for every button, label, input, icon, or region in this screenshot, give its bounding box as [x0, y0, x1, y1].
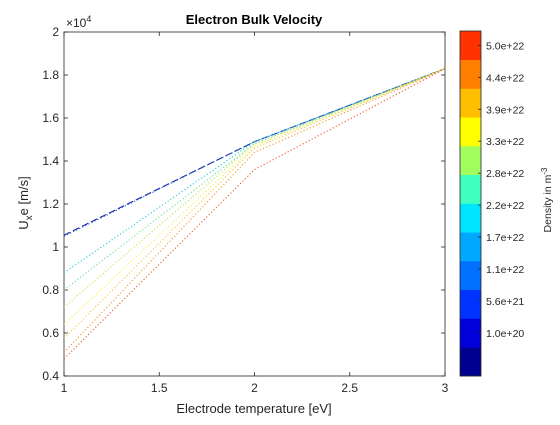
y-tick-label: 0.6	[42, 326, 59, 340]
colorbar-segment	[460, 261, 481, 291]
colorbar-tick-label: 1.0e+20	[486, 328, 524, 340]
colorbar-tick-label: 3.9e+22	[486, 104, 524, 116]
colorbar-segment	[460, 232, 481, 262]
y-tick-label: 2	[52, 25, 59, 39]
colorbar-tick-label: 4.4e+22	[486, 72, 524, 84]
series-line-7	[63, 68, 446, 339]
y-axis-label-rest: e [m/s]	[16, 176, 31, 215]
chart-title: Electron Bulk Velocity	[186, 12, 323, 27]
colorbar-segment	[460, 88, 481, 118]
y-tick-label: 1.2	[42, 197, 59, 211]
colorbar-segment	[460, 203, 481, 233]
colorbar-segment	[460, 117, 481, 147]
x-tick-label: 1	[61, 381, 68, 395]
colorbar-segment	[460, 146, 481, 176]
y-tick-label: 1.4	[42, 154, 59, 168]
colorbar-frame	[459, 30, 482, 377]
y-exponent-label: ×104	[66, 14, 91, 30]
y-tick-label: 1.6	[42, 111, 59, 125]
colorbar-tick-label: 1.1e+22	[486, 264, 524, 276]
series-line-9	[63, 68, 446, 360]
colorbar-tick-label: 1.7e+22	[486, 232, 524, 244]
colorbar-segment	[460, 31, 481, 61]
colorbar-label: Density in m-3	[540, 167, 554, 232]
colorbar-label-main: Density in m	[542, 174, 554, 232]
colorbar-segment	[460, 174, 481, 204]
colorbar-segment	[460, 59, 481, 89]
series-line-6	[63, 68, 446, 325]
x-tick-label: 3	[442, 381, 449, 395]
y-tick-label: 0.4	[42, 369, 59, 383]
x-tick-label: 2.5	[341, 381, 358, 395]
y-tick-label: 1.8	[42, 68, 59, 82]
series-line-3	[63, 68, 446, 274]
colorbar-tick-label: 2.2e+22	[486, 200, 524, 212]
y-exponent-prefix: ×10	[66, 16, 87, 30]
y-axis-label-main: U	[16, 220, 31, 229]
y-axis-label-subscript: x	[24, 215, 35, 220]
colorbar-tick-label: 5.6e+21	[486, 296, 524, 308]
plot-area	[63, 31, 446, 377]
series-line-8	[63, 68, 446, 353]
y-exponent-power: 4	[86, 14, 91, 24]
x-tick-label: 2	[251, 381, 258, 395]
y-tick-label: 0.8	[42, 283, 59, 297]
colorbar-tick-label: 5.0e+22	[486, 40, 524, 52]
colorbar-segment	[460, 289, 481, 319]
colorbar-tick-label: 3.3e+22	[486, 136, 524, 148]
colorbar-label-power: -3	[540, 167, 549, 175]
colorbar-tick-label: 2.8e+22	[486, 168, 524, 180]
x-axis-label: Electrode temperature [eV]	[176, 401, 331, 416]
y-tick-label: 1	[52, 240, 59, 254]
y-axis-label: Uxe [m/s]	[16, 176, 35, 229]
colorbar-segment	[460, 318, 481, 348]
colorbar-segment	[460, 347, 481, 377]
x-tick-label: 1.5	[151, 381, 168, 395]
